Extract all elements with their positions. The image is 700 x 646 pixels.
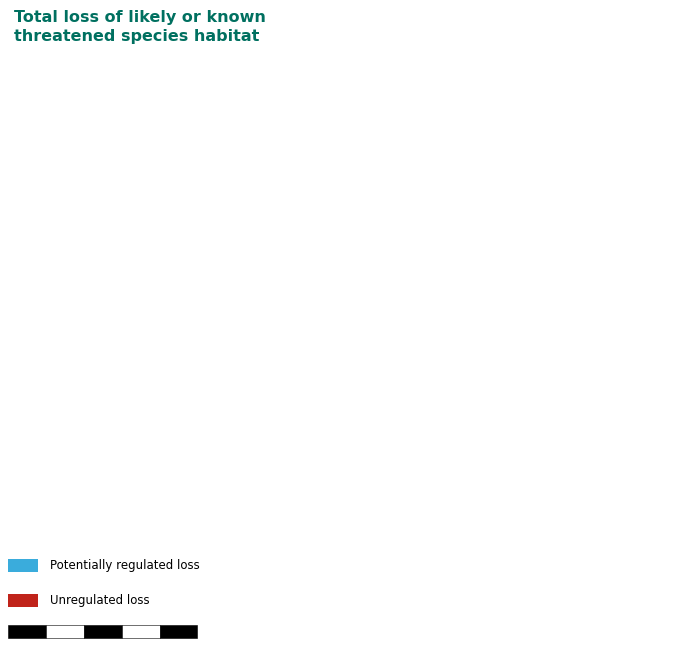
FancyBboxPatch shape [160,625,197,638]
Text: threatened species habitat: threatened species habitat [14,29,260,44]
FancyBboxPatch shape [46,625,84,638]
FancyBboxPatch shape [8,625,46,638]
Text: Potentially regulated loss: Potentially regulated loss [50,559,200,572]
Text: Total loss of likely or known: Total loss of likely or known [14,10,266,25]
FancyBboxPatch shape [122,625,160,638]
FancyBboxPatch shape [84,625,122,638]
FancyBboxPatch shape [8,559,38,572]
Text: Unregulated loss: Unregulated loss [50,594,150,607]
FancyBboxPatch shape [8,594,38,607]
